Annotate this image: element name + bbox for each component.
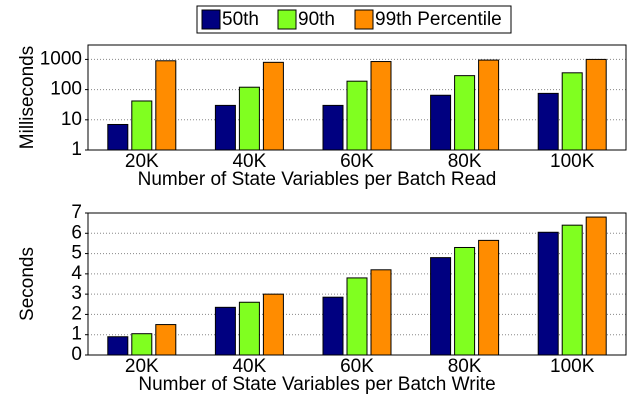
bar [262, 293, 284, 356]
y-tick-label: 7 [71, 202, 82, 223]
bar [238, 86, 260, 151]
x-tick-label: 100K [550, 356, 595, 377]
y-tick-label: 0 [71, 344, 82, 365]
x-tick-label: 40K [232, 356, 266, 377]
bar [262, 61, 284, 151]
bar [561, 72, 583, 151]
bar [370, 269, 392, 356]
y-axis-label: Milliseconds [17, 46, 38, 149]
legend-swatch [354, 9, 374, 30]
bar [107, 123, 129, 151]
bar [537, 231, 559, 356]
x-tick-label: 60K [340, 356, 374, 377]
bar [585, 58, 607, 151]
plot-frame [87, 212, 627, 356]
bar [346, 80, 368, 151]
x-axis-label: Number of State Variables per Batch Writ… [138, 374, 495, 395]
y-tick-label: 1000 [40, 48, 82, 69]
legend-label: 50th [222, 9, 259, 30]
bar [561, 224, 583, 356]
bar [478, 59, 500, 151]
y-tick-label: 1 [71, 139, 82, 160]
y-tick-label: 4 [71, 263, 82, 284]
y-tick-label: 3 [71, 283, 82, 304]
bar [107, 336, 129, 356]
plot-frame [87, 44, 627, 151]
bar [322, 296, 344, 356]
bar [131, 100, 153, 151]
legend-swatch [277, 9, 297, 30]
y-axis-label: Seconds [17, 247, 38, 321]
bar [537, 92, 559, 151]
y-tick-label: 100 [50, 79, 82, 100]
x-tick-label: 60K [340, 151, 374, 172]
bar [454, 75, 476, 151]
bar [155, 60, 177, 151]
bar [322, 104, 344, 151]
x-tick-label: 80K [448, 151, 482, 172]
bar [430, 94, 452, 151]
y-tick-label: 5 [71, 243, 82, 264]
bar [238, 301, 260, 356]
x-tick-label: 40K [232, 151, 266, 172]
bar [131, 333, 153, 356]
bar [454, 246, 476, 356]
legend-label: 90th [298, 9, 335, 30]
bar [346, 277, 368, 356]
x-tick-label: 80K [448, 356, 482, 377]
y-tick-label: 2 [71, 303, 82, 324]
bar [370, 61, 392, 151]
bar [585, 216, 607, 356]
x-axis-label: Number of State Variables per Batch Read [138, 169, 497, 190]
legend-frame [196, 5, 512, 34]
bar [430, 257, 452, 356]
x-tick-label: 100K [550, 151, 595, 172]
legend-swatch [201, 9, 221, 30]
y-tick-label: 6 [71, 222, 82, 243]
x-tick-label: 20K [125, 151, 159, 172]
bar [214, 306, 236, 356]
bar [155, 324, 177, 356]
x-tick-label: 20K [125, 356, 159, 377]
y-tick-label: 10 [61, 109, 82, 130]
bar [214, 104, 236, 151]
bar [478, 239, 500, 356]
y-tick-label: 1 [71, 324, 82, 345]
legend-label: 99th Percentile [375, 9, 502, 30]
legend: 50th 90th 99th Percentile [196, 5, 512, 34]
